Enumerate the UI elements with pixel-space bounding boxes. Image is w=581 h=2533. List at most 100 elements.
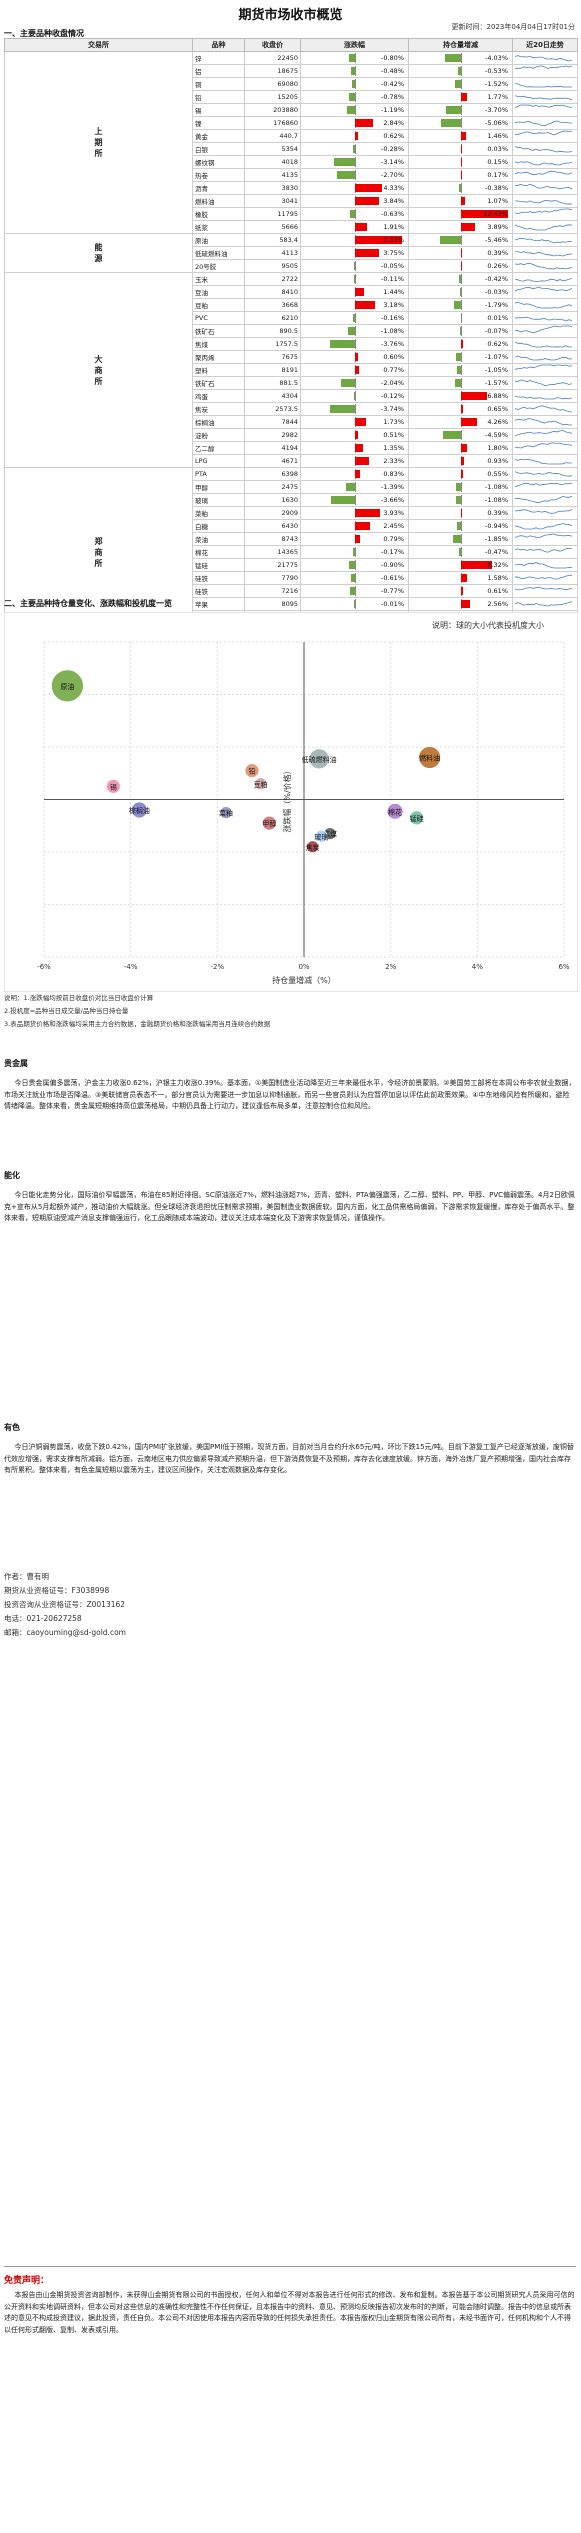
- close-price: 890.5: [244, 324, 301, 338]
- change-bar: -0.17%: [300, 545, 409, 559]
- column-header: 近20日走势: [512, 38, 578, 52]
- close-price: 8095: [244, 597, 301, 611]
- close-price: 69080: [244, 77, 301, 91]
- change-bar: -0.28%: [300, 142, 409, 156]
- table-row: 鸡蛋 4304 -0.12% 6.88%: [5, 389, 578, 403]
- product-name: 聚丙烯: [192, 350, 245, 364]
- point-label: 甲醇: [262, 819, 276, 828]
- oi-bar: 1.77%: [408, 90, 513, 104]
- close-price: 2475: [244, 480, 301, 494]
- oi-bar: -1.85%: [408, 532, 513, 546]
- product-name: 白糖: [192, 519, 245, 533]
- article-title-metals: 贵金属: [4, 1059, 28, 1068]
- point-label: 焦炭: [306, 843, 320, 852]
- change-bar: -3.74%: [300, 402, 409, 416]
- close-price: 1757.5: [244, 337, 301, 351]
- advisory-number: 投资咨询从业资格证号：Z0013162: [4, 1600, 126, 1609]
- product-name: 20号胶: [192, 259, 245, 273]
- product-name: 橡胶: [192, 207, 245, 221]
- oi-bar: -0.38%: [408, 181, 513, 195]
- product-name: 玻璃: [192, 493, 245, 507]
- change-bar: -3.14%: [300, 155, 409, 169]
- close-price: 8191: [244, 363, 301, 377]
- trend-sparkline: [512, 532, 578, 546]
- trend-sparkline: [512, 428, 578, 442]
- point-label: 豆粕: [254, 780, 268, 789]
- trend-sparkline: [512, 493, 578, 507]
- disclaimer-text: 本报告由山金期货投资咨询部制作，未获得山金期货有限公司的书面授权，任何人和单位不…: [4, 2291, 575, 2334]
- scatter-point: [51, 669, 84, 703]
- trend-sparkline: [512, 51, 578, 65]
- article-text-energy: 今日能化走势分化，国际油价窄幅震荡，布油在85附近徘徊。SC原油涨近7%，燃料油…: [4, 1191, 575, 1223]
- trend-sparkline: [512, 259, 578, 273]
- point-label: 棕榈油: [129, 806, 150, 815]
- oi-bar: -3.70%: [408, 103, 513, 117]
- product-name: 沥青: [192, 181, 245, 195]
- trend-sparkline: [512, 285, 578, 299]
- table-row: 棕榈油 7844 1.73% 4.26%: [5, 415, 578, 429]
- trend-sparkline: [512, 311, 578, 325]
- oi-bar: 4.26%: [408, 415, 513, 429]
- product-name: 低硫燃料油: [192, 246, 245, 260]
- trend-sparkline: [512, 155, 578, 169]
- divider: [4, 2266, 576, 2267]
- close-price: 4304: [244, 389, 301, 403]
- oi-bar: 1.07%: [408, 194, 513, 208]
- x-axis-label: 持仓量增减（%）: [272, 975, 336, 985]
- change-bar: 3.18%: [300, 298, 409, 312]
- trend-sparkline: [512, 272, 578, 286]
- table-row: 黄金 440.7 0.62% 1.46%: [5, 129, 578, 143]
- trend-sparkline: [512, 467, 578, 481]
- table-row: 菜粕 2909 3.93% 0.39%: [5, 506, 578, 520]
- oi-bar: -4.03%: [408, 51, 513, 65]
- change-bar: -0.01%: [300, 597, 409, 611]
- product-name: 铁矿石: [192, 376, 245, 390]
- trend-sparkline: [512, 168, 578, 182]
- trend-sparkline: [512, 584, 578, 598]
- table-row: 苹果 8095 -0.01% 2.56%: [5, 597, 578, 611]
- change-bar: 3.84%: [300, 194, 409, 208]
- oi-bar: 0.39%: [408, 246, 513, 260]
- product-name: 锡: [192, 103, 245, 117]
- article-text-nonferrous: 今日沪铜弱势震荡，收盘下跌0.42%，国内PMI扩张放缓，美国PMI低于预期，现…: [4, 1443, 574, 1475]
- change-bar: -0.61%: [300, 571, 409, 585]
- close-price: 4194: [244, 441, 301, 455]
- table-row: 焦炭 2573.5 -3.74% 0.65%: [5, 402, 578, 416]
- scatter-point: [261, 815, 277, 831]
- trend-sparkline: [512, 103, 578, 117]
- change-bar: 7.33%: [300, 233, 409, 247]
- trend-sparkline: [512, 480, 578, 494]
- close-price: 7216: [244, 584, 301, 598]
- product-name: 铝: [192, 64, 245, 78]
- product-name: 甲醇: [192, 480, 245, 494]
- product-name: 硅铁: [192, 584, 245, 598]
- oi-bar: -0.42%: [408, 272, 513, 286]
- x-tick-label: 6%: [558, 963, 569, 971]
- product-name: 燃料油: [192, 194, 245, 208]
- change-bar: -1.19%: [300, 103, 409, 117]
- change-bar: -0.16%: [300, 311, 409, 325]
- product-name: 锌: [192, 51, 245, 65]
- x-tick-label: -6%: [37, 963, 51, 971]
- table-row: 硅铁 7790 -0.61% 1.58%: [5, 571, 578, 585]
- email[interactable]: 邮箱：caoyouming@sd-gold.com: [4, 1628, 126, 1637]
- trend-sparkline: [512, 376, 578, 390]
- scatter-point: [130, 801, 148, 819]
- close-price: 3830: [244, 181, 301, 195]
- point-label: 燃料油: [419, 754, 440, 763]
- trend-sparkline: [512, 233, 578, 247]
- scatter-point: [244, 763, 260, 779]
- trend-sparkline: [512, 506, 578, 520]
- product-name: 铁矿石: [192, 324, 245, 338]
- change-bar: 0.79%: [300, 532, 409, 546]
- change-bar: -2.04%: [300, 376, 409, 390]
- product-name: 热卷: [192, 168, 245, 182]
- close-price: 18675: [244, 64, 301, 78]
- oi-bar: -5.06%: [408, 116, 513, 130]
- change-bar: 1.91%: [300, 220, 409, 234]
- close-price: 5666: [244, 220, 301, 234]
- close-price: 4671: [244, 454, 301, 468]
- oi-bar: 0.26%: [408, 259, 513, 273]
- table-row: 铁矿石 890.5 -1.08% -0.07%: [5, 324, 578, 338]
- product-name: 淀粉: [192, 428, 245, 442]
